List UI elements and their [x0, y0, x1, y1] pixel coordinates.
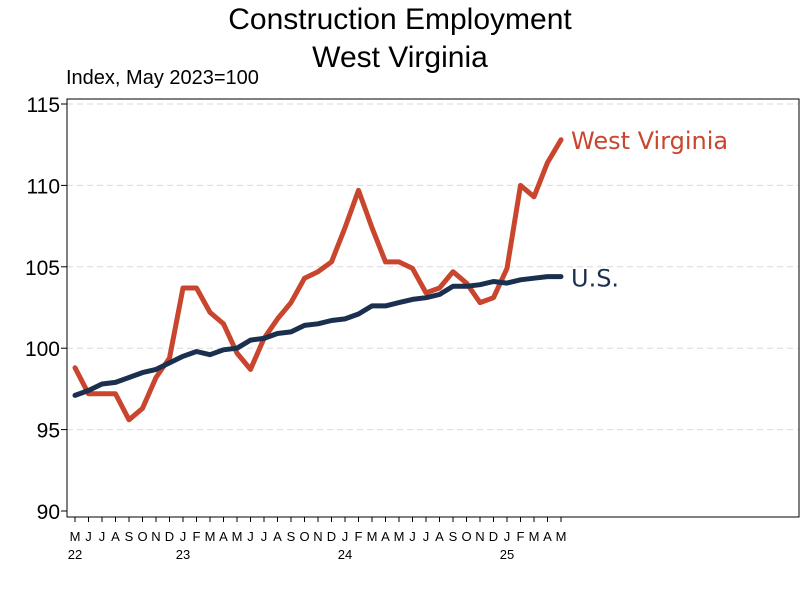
x-tick-label: S — [449, 529, 458, 544]
x-year-label: 23 — [176, 547, 190, 562]
x-tick-label: N — [151, 529, 160, 544]
x-tick-label: M — [205, 529, 216, 544]
x-tick-label: O — [461, 529, 471, 544]
chart-subtitle: West Virginia — [312, 41, 488, 74]
x-tick-label: O — [299, 529, 309, 544]
series-line — [72, 137, 564, 423]
x-tick-label: J — [247, 529, 254, 544]
x-tick-label: J — [180, 529, 187, 544]
x-tick-label: A — [435, 529, 444, 544]
y-tick-label: 95 — [37, 420, 60, 443]
y-axis-label: Index, May 2023=100 — [66, 67, 259, 89]
series-lines — [72, 137, 564, 423]
x-tick-label: M — [556, 529, 567, 544]
x-tick-label: M — [529, 529, 540, 544]
y-axis: 90 95 100 105 110 115 — [25, 94, 67, 524]
x-tick-label: A — [219, 529, 228, 544]
series-label: U.S. — [571, 265, 619, 293]
x-tick-label: D — [327, 529, 336, 544]
series-line — [72, 274, 564, 398]
x-tick-label: A — [543, 529, 552, 544]
y-tick-label: 100 — [25, 338, 60, 361]
x-tick-label: J — [342, 529, 349, 544]
series-labels: West Virginia U.S. — [571, 127, 728, 293]
x-tick-label: A — [111, 529, 120, 544]
x-tick-label: J — [504, 529, 511, 544]
series-label: West Virginia — [571, 127, 728, 155]
x-tick-label: J — [409, 529, 416, 544]
x-axis: M J J A S O N D J F M A M J J A S O N D J F M A M J J A S O N D J F M A M22 2… — [68, 517, 567, 562]
x-tick-label: D — [165, 529, 174, 544]
x-tick-label: N — [475, 529, 484, 544]
x-tick-label: J — [423, 529, 430, 544]
x-tick-label: A — [381, 529, 390, 544]
x-tick-label: S — [287, 529, 296, 544]
y-tick-label: 115 — [27, 94, 60, 117]
x-tick-label: S — [125, 529, 134, 544]
x-tick-label: O — [137, 529, 147, 544]
x-tick-label: M — [232, 529, 243, 544]
x-tick-label: J — [261, 529, 268, 544]
x-tick-label: F — [355, 529, 363, 544]
x-tick-label: A — [273, 529, 282, 544]
x-tick-label: M — [367, 529, 378, 544]
x-tick-label: J — [99, 529, 106, 544]
y-tick-label: 105 — [25, 257, 60, 280]
x-tick-label: F — [193, 529, 201, 544]
x-year-label: 22 — [68, 547, 82, 562]
x-tick-label: J — [85, 529, 92, 544]
x-tick-label: F — [517, 529, 525, 544]
y-tick-label: 110 — [27, 175, 60, 198]
y-tick-label: 90 — [37, 501, 60, 524]
x-tick-label: D — [489, 529, 498, 544]
x-year-label: 24 — [338, 547, 352, 562]
x-year-label: 25 — [500, 547, 514, 562]
x-tick-label: M — [70, 529, 81, 544]
chart-title: Construction Employment — [228, 3, 572, 36]
x-tick-label: M — [394, 529, 405, 544]
plot-frame — [66, 98, 800, 518]
gridlines — [67, 103, 799, 431]
x-tick-label: N — [313, 529, 322, 544]
